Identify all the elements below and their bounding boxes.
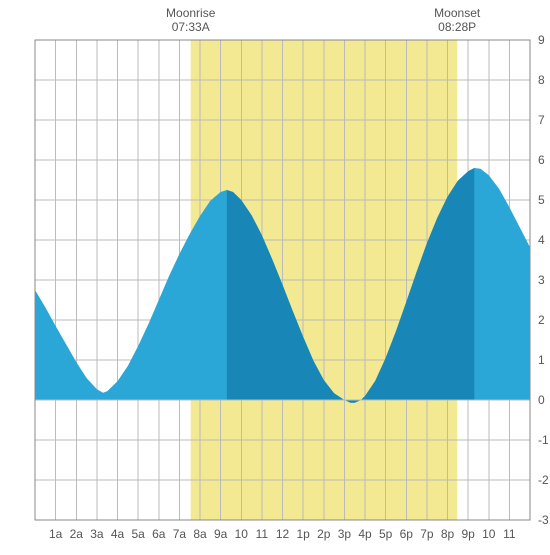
moonrise-annotation: Moonrise 07:33A xyxy=(161,6,221,35)
svg-text:7p: 7p xyxy=(420,527,434,541)
moonset-label: Moonset xyxy=(427,6,487,20)
svg-text:8a: 8a xyxy=(193,527,207,541)
svg-text:7: 7 xyxy=(538,113,545,127)
svg-text:2a: 2a xyxy=(70,527,84,541)
svg-text:3: 3 xyxy=(538,273,545,287)
moonrise-time: 07:33A xyxy=(161,20,221,34)
svg-text:6a: 6a xyxy=(152,527,166,541)
svg-text:4p: 4p xyxy=(358,527,372,541)
svg-text:-1: -1 xyxy=(538,433,549,447)
svg-text:9a: 9a xyxy=(214,527,228,541)
svg-text:7a: 7a xyxy=(173,527,187,541)
svg-text:2: 2 xyxy=(538,313,545,327)
svg-text:6: 6 xyxy=(538,153,545,167)
moonset-time: 08:28P xyxy=(427,20,487,34)
svg-text:5: 5 xyxy=(538,193,545,207)
svg-text:11: 11 xyxy=(256,527,269,541)
svg-text:5a: 5a xyxy=(131,527,145,541)
svg-text:4: 4 xyxy=(538,233,545,247)
svg-text:8p: 8p xyxy=(441,527,455,541)
svg-text:4a: 4a xyxy=(111,527,125,541)
svg-text:1: 1 xyxy=(538,353,545,367)
svg-text:11: 11 xyxy=(503,527,516,541)
moonrise-label: Moonrise xyxy=(161,6,221,20)
svg-text:12: 12 xyxy=(276,527,290,541)
svg-text:0: 0 xyxy=(538,393,545,407)
svg-text:-3: -3 xyxy=(538,513,549,527)
svg-text:9p: 9p xyxy=(461,527,475,541)
svg-text:1a: 1a xyxy=(49,527,63,541)
moonset-annotation: Moonset 08:28P xyxy=(427,6,487,35)
svg-text:3p: 3p xyxy=(338,527,352,541)
svg-text:1p: 1p xyxy=(296,527,310,541)
tide-chart: 1a2a3a4a5a6a7a8a9a1011121p2p3p4p5p6p7p8p… xyxy=(0,0,550,550)
svg-text:2p: 2p xyxy=(317,527,331,541)
svg-text:10: 10 xyxy=(482,527,496,541)
chart-svg: 1a2a3a4a5a6a7a8a9a1011121p2p3p4p5p6p7p8p… xyxy=(0,0,550,550)
svg-text:10: 10 xyxy=(235,527,249,541)
svg-text:-2: -2 xyxy=(538,473,549,487)
svg-text:9: 9 xyxy=(538,33,545,47)
svg-text:5p: 5p xyxy=(379,527,393,541)
svg-text:3a: 3a xyxy=(90,527,104,541)
svg-text:6p: 6p xyxy=(400,527,414,541)
svg-text:8: 8 xyxy=(538,73,545,87)
